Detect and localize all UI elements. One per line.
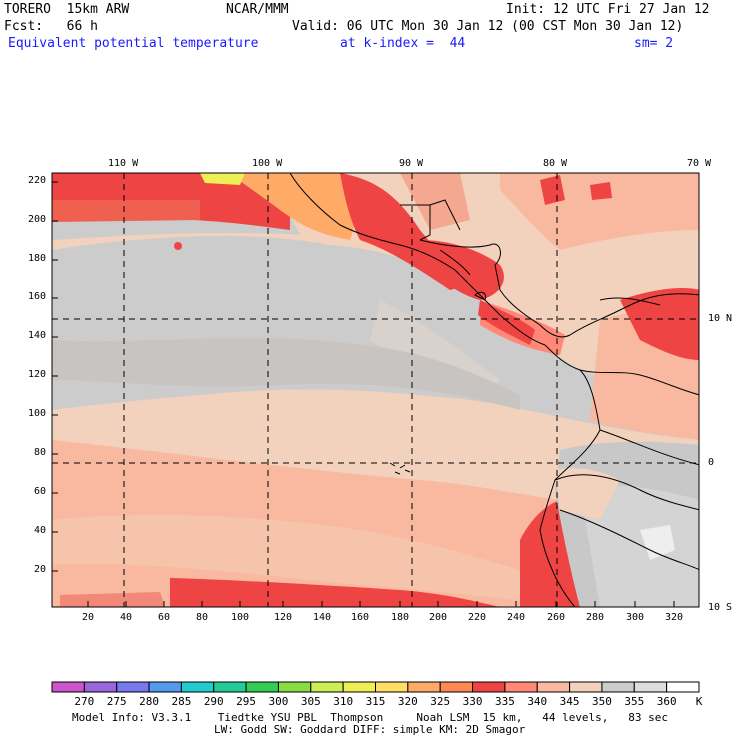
colorbar-label: 350: [592, 695, 612, 708]
y-tick-label: 220: [27, 175, 46, 186]
lat-label-10n: 10 N: [708, 313, 733, 324]
colorbar-label: 320: [397, 695, 418, 708]
colorbar-label: 360: [656, 695, 677, 708]
x-tick-label: 220: [467, 612, 487, 623]
colorbar-swatch: [51, 681, 85, 693]
colorbar-label: 275: [106, 695, 127, 708]
colorbar-swatch: [116, 681, 150, 693]
y-tick-label: 80: [33, 447, 46, 458]
x-tick-label: 40: [119, 612, 133, 623]
colorbar: [51, 681, 700, 693]
lon-label-70w: 70 W: [687, 158, 712, 169]
colorbar-swatch: [213, 681, 247, 693]
colorbar-swatch: [375, 681, 409, 693]
y-tick-label: 120: [27, 369, 46, 380]
lat-label-10s: 10 S: [708, 602, 733, 613]
x-tick-label: 260: [546, 612, 566, 623]
colorbar-swatch: [277, 681, 312, 693]
lon-label-100w: 100 W: [252, 158, 283, 169]
init-time: Init: 12 UTC Fri 27 Jan 12: [506, 2, 710, 17]
colorbar-label: 305: [300, 695, 321, 708]
colorbar-swatch: [148, 681, 182, 693]
colorbar-label: 315: [365, 695, 386, 708]
colorbar-label: 295: [236, 695, 257, 708]
theta-e-field: [52, 173, 699, 607]
lon-label-90w: 90 W: [399, 158, 424, 169]
x-tick-label: 320: [664, 612, 684, 623]
x-tick-label: 100: [230, 612, 250, 623]
organization-label: NCAR/MMM: [226, 2, 289, 17]
field-name: Equivalent potential temperature: [8, 36, 259, 51]
x-tick-label: 280: [585, 612, 605, 623]
lon-label-110w: 110 W: [108, 158, 139, 169]
colorbar-swatch: [83, 681, 118, 693]
x-tick-label: 20: [81, 612, 95, 623]
y-tick-label: 180: [27, 253, 46, 264]
forecast-hour: Fcst: 66 h: [4, 19, 98, 34]
colorbar-swatch: [245, 681, 279, 693]
x-tick-label: 80: [195, 612, 209, 623]
colorbar-label: 330: [462, 695, 483, 708]
colorbar-label: 300: [268, 695, 289, 708]
colorbar-label: 280: [139, 695, 159, 708]
colorbar-unit: K: [695, 695, 703, 708]
x-tick-label: 120: [273, 612, 293, 623]
x-tick-label: 160: [350, 612, 370, 623]
axis-ticks: [52, 181, 675, 607]
colorbar-label: 290: [203, 695, 224, 708]
colorbar-swatch: [472, 681, 506, 693]
y-tick-label: 40: [33, 525, 46, 536]
y-tick-label: 20: [33, 564, 46, 575]
colorbar-swatch: [180, 681, 215, 693]
colorbar-swatch: [439, 681, 474, 693]
valid-time: Valid: 06 UTC Mon 30 Jan 12 (00 CST Mon …: [292, 19, 684, 34]
x-tick-label: 60: [157, 612, 171, 623]
smoothing-label: sm= 2: [634, 36, 674, 51]
y-tick-label: 140: [27, 330, 46, 341]
model-info-line2: LW: Godd SW: Goddard DIFF: simple KM: 2D…: [214, 723, 526, 736]
colorbar-swatch: [601, 681, 635, 693]
map-frame: [51, 172, 700, 608]
colorbar-swatch: [569, 681, 603, 693]
colorbar-label: 310: [333, 695, 354, 708]
lon-label-80w: 80 W: [543, 158, 568, 169]
graticule: [52, 173, 699, 607]
colorbar-label: 345: [559, 695, 580, 708]
y-tick-label: 100: [27, 408, 46, 419]
coastlines: [289, 173, 699, 607]
x-tick-label: 140: [312, 612, 332, 623]
level-label: at k-index = 44: [340, 36, 466, 51]
model-info-line1: Model Info: V3.3.1 Tiedtke YSU PBL Thomp…: [72, 711, 669, 724]
colorbar-swatch: [310, 681, 344, 693]
colorbar-swatch: [504, 681, 538, 693]
colorbar-label: 355: [624, 695, 645, 708]
colorbar-label: 325: [430, 695, 451, 708]
x-tick-label: 240: [506, 612, 526, 623]
x-tick-label: 180: [390, 612, 410, 623]
colorbar-label: 285: [171, 695, 192, 708]
y-tick-label: 160: [27, 291, 46, 302]
colorbar-swatch: [633, 681, 668, 693]
colorbar-swatch: [407, 681, 441, 693]
x-tick-label: 200: [428, 612, 448, 623]
colorbar-label: 270: [74, 695, 95, 708]
colorbar-swatch: [666, 681, 700, 693]
y-tick-label: 60: [33, 486, 46, 497]
colorbar-swatch: [536, 681, 571, 693]
colorbar-label: 340: [527, 695, 548, 708]
y-tick-label: 200: [27, 214, 46, 225]
x-tick-label: 300: [625, 612, 645, 623]
colorbar-label: 335: [494, 695, 515, 708]
model-title: TORERO 15km ARW: [4, 2, 130, 17]
lat-label-0: 0: [708, 457, 715, 468]
colorbar-swatch: [342, 681, 376, 693]
